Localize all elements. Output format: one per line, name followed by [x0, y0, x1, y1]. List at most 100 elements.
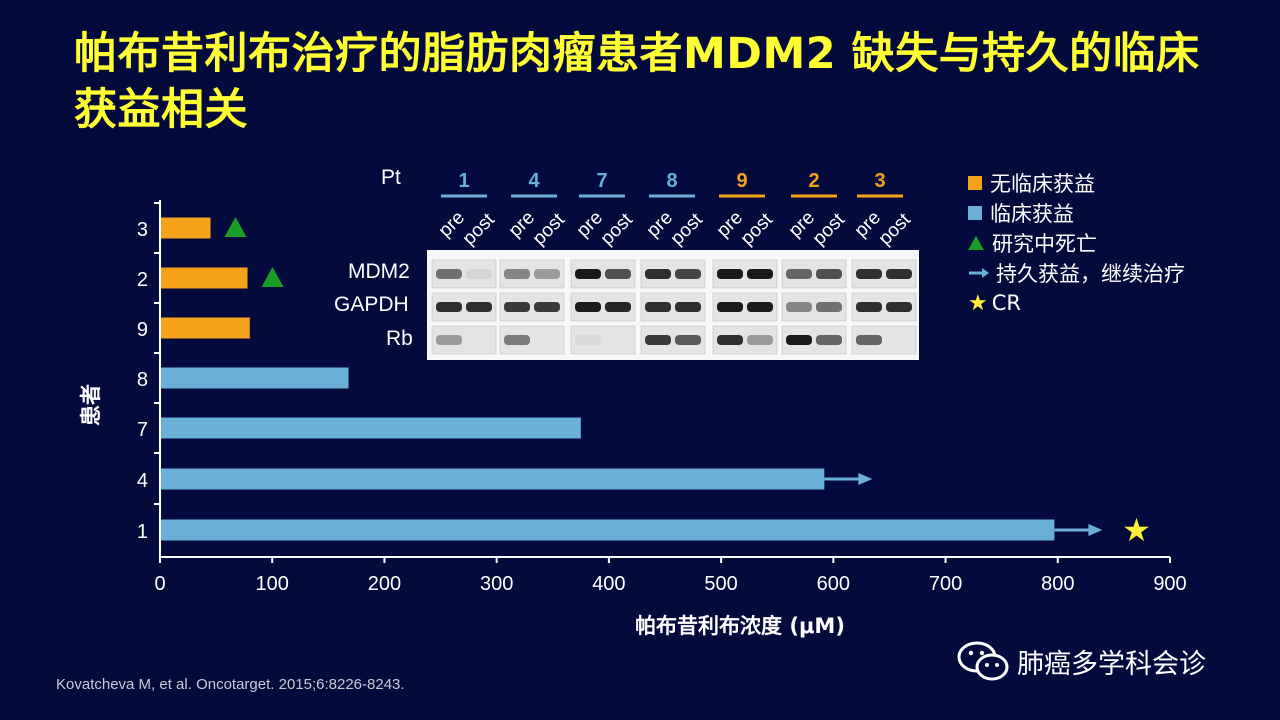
legend-label: 研究中死亡 — [992, 232, 1097, 256]
blot-band — [645, 269, 671, 279]
blot-band — [466, 302, 492, 312]
blot-pt-label: Pt — [381, 166, 401, 189]
x-tick-label: 700 — [929, 573, 962, 595]
blot-lane-label: post — [737, 209, 778, 250]
blot-band — [816, 335, 842, 345]
star-icon: ★ — [968, 290, 988, 316]
star-icon: ★ — [1122, 511, 1151, 549]
blot-band — [886, 302, 912, 312]
blot-lane-label: post — [529, 209, 570, 250]
blot-band — [747, 269, 773, 279]
y-tick-label: 9 — [137, 319, 148, 341]
blot-band — [856, 269, 882, 279]
blot-band — [675, 302, 701, 312]
blot-patient-id: 8 — [666, 170, 677, 192]
y-tick-label: 7 — [137, 419, 148, 441]
blot-patient-id: 3 — [874, 170, 885, 192]
legend: 无临床获益 临床获益 研究中死亡 持久获益，继续治疗 ★ CR — [968, 168, 1185, 318]
blue-square-icon — [968, 206, 982, 220]
legend-label: 无临床获益 — [990, 172, 1095, 196]
green-triangle-icon — [261, 267, 284, 287]
blot-band — [534, 302, 560, 312]
x-tick-label: 600 — [817, 573, 850, 595]
arrow-right-icon — [1088, 524, 1103, 536]
y-tick-label: 4 — [137, 470, 148, 492]
blot-band — [717, 302, 743, 312]
blot-patient-id: 2 — [808, 170, 819, 192]
bar-patient-8 — [161, 367, 349, 389]
blot-lane-label: post — [459, 209, 500, 250]
blot-band — [675, 269, 701, 279]
blot-band — [504, 269, 530, 279]
blot-band — [436, 269, 462, 279]
blot-band — [886, 269, 912, 279]
blot-band — [786, 302, 812, 312]
wechat-icon — [957, 641, 1009, 681]
blot-band — [747, 302, 773, 312]
x-tick-label: 0 — [154, 573, 165, 595]
blot-band — [504, 335, 530, 345]
blot-band — [816, 269, 842, 279]
blot-lane-label: post — [667, 209, 708, 250]
y-tick-label: 8 — [137, 369, 148, 391]
blot-band — [645, 302, 671, 312]
blot-band — [504, 302, 530, 312]
blot-band — [575, 269, 601, 279]
blot-band — [786, 269, 812, 279]
blot-patient-id: 1 — [458, 170, 469, 192]
y-tick-label: 1 — [137, 521, 148, 543]
x-tick-label: 400 — [592, 573, 625, 595]
blot-lane-label: post — [597, 209, 638, 250]
blot-patient-id: 7 — [596, 170, 607, 192]
blot-patient-id: 4 — [528, 170, 540, 192]
blot-band — [816, 302, 842, 312]
blot-band — [436, 335, 462, 345]
green-triangle-icon — [224, 217, 247, 237]
legend-item-durable: 持久获益，继续治疗 — [968, 258, 1185, 288]
blot-band — [466, 269, 492, 279]
blot-lane-label: post — [875, 209, 916, 250]
y-axis-label: 患者 — [79, 384, 103, 426]
x-tick-label: 300 — [480, 573, 513, 595]
blot-band — [717, 269, 743, 279]
bar-patient-1 — [161, 519, 1055, 541]
x-tick-label: 200 — [368, 573, 401, 595]
blot-band — [645, 335, 671, 345]
arrow-right-icon — [858, 473, 873, 485]
y-tick-label: 3 — [137, 219, 148, 241]
x-tick-label: 800 — [1041, 573, 1074, 595]
bar-patient-2 — [161, 267, 248, 289]
legend-label: 临床获益 — [990, 202, 1074, 226]
blot-band — [575, 335, 601, 345]
green-triangle-icon — [968, 236, 984, 250]
blot-band — [436, 302, 462, 312]
blot-band — [786, 335, 812, 345]
legend-item-no-benefit: 无临床获益 — [968, 168, 1185, 198]
x-axis-label: 帕布昔利布浓度 (μM) — [635, 614, 845, 638]
legend-label: 持久获益，继续治疗 — [996, 262, 1185, 286]
bar-patient-7 — [161, 417, 581, 439]
watermark-text: 肺癌多学科会诊 — [1017, 648, 1206, 680]
blot-band — [717, 335, 743, 345]
blot-row-label-mdm2: MDM2 — [348, 260, 410, 283]
legend-label: CR — [991, 291, 1021, 315]
bar-patient-9 — [161, 317, 250, 339]
blot-band — [605, 269, 631, 279]
blot-lane-label: post — [809, 209, 850, 250]
blot-band — [605, 302, 631, 312]
blot-patient-id: 9 — [736, 170, 747, 192]
legend-item-death: 研究中死亡 — [968, 228, 1185, 258]
x-tick-label: 500 — [704, 573, 737, 595]
blot-row-label-rb: Rb — [386, 327, 413, 350]
legend-item-benefit: 临床获益 — [968, 198, 1185, 228]
x-tick-label: 100 — [256, 573, 289, 595]
y-tick-label: 2 — [137, 269, 148, 291]
blot-band — [856, 335, 882, 345]
bar-patient-4 — [161, 468, 825, 490]
source-citation: Kovatcheva M, et al. Oncotarget. 2015;6:… — [56, 676, 405, 693]
blot-band — [675, 335, 701, 345]
blot-band — [856, 302, 882, 312]
wechat-watermark: 肺癌多学科会诊 — [955, 638, 1206, 684]
blot-band — [575, 302, 601, 312]
